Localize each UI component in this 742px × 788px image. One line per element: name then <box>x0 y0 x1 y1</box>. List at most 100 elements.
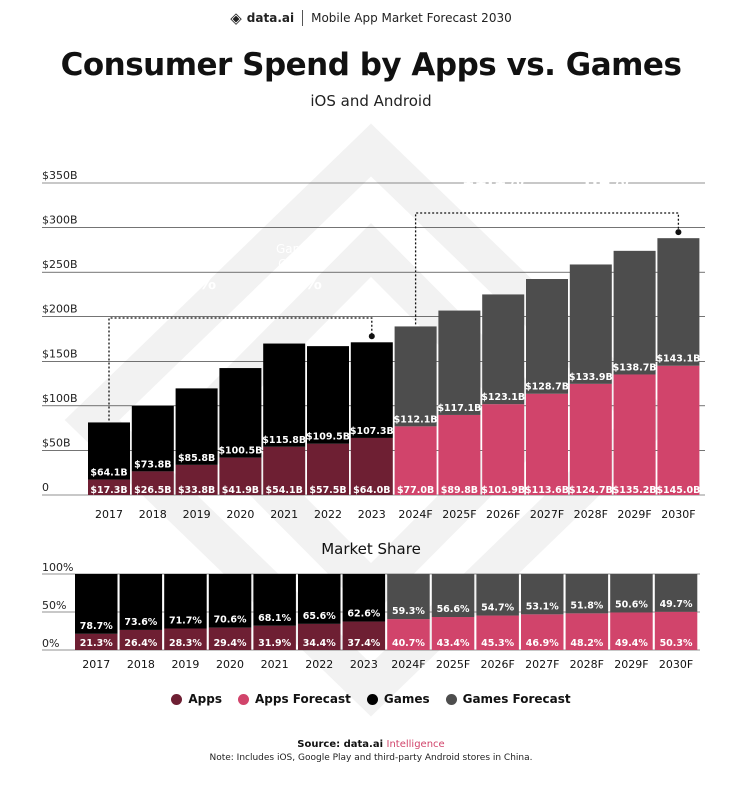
cagr-end-dot <box>368 333 375 340</box>
bar-apps <box>175 464 218 495</box>
legend-swatch <box>237 693 249 705</box>
bar-apps <box>350 437 393 495</box>
bar-games <box>394 326 437 427</box>
x-tick-label: 2024F <box>398 508 432 521</box>
apps-value-label: $145.0B <box>656 485 700 496</box>
source-text: Source: data.ai <box>297 739 384 750</box>
games-value-label: $109.5B <box>306 432 350 443</box>
apps-value-label: $54.1B <box>266 485 303 496</box>
bar-games <box>307 346 349 444</box>
games-value-label: $115.8B <box>262 435 306 446</box>
footnote: Note: Includes iOS, Google Play and thir… <box>209 753 533 763</box>
apps-value-label: $64.0B <box>353 485 390 496</box>
bar-games <box>263 343 306 447</box>
games-value-label: $138.7B <box>613 362 657 373</box>
legend-item-games: Games <box>366 692 430 706</box>
y-tick-label: 0 <box>42 481 49 494</box>
bar-apps <box>219 457 262 495</box>
x-tick-label: 2028F <box>574 508 608 521</box>
x-tick-label: 2022 <box>314 508 342 521</box>
apps-value-label: $124.7B <box>569 485 613 496</box>
bar-games <box>175 388 218 465</box>
chart-legend: Apps Apps Forecast Games Games Forecast <box>0 692 742 706</box>
bar-apps <box>88 479 130 495</box>
games-value-label: $107.3B <box>350 426 394 437</box>
report-name: Mobile App Market Forecast 2030 <box>311 11 512 25</box>
games-value-label: $143.1B <box>656 354 700 365</box>
legend-item-apps-forecast: Apps Forecast <box>237 692 351 706</box>
bar-games <box>350 342 393 438</box>
bar-apps <box>438 414 481 495</box>
diamond-logo-icon: ◈ <box>230 8 242 27</box>
badge-label: CAGR: <box>166 257 204 271</box>
badge-value: 24.4% <box>153 273 217 294</box>
games-value-label: $112.1B <box>394 414 438 425</box>
badge-value: 4.2% <box>579 169 629 190</box>
legend-swatch <box>171 693 183 705</box>
page-title: Consumer Spend by Apps vs. Games <box>60 47 682 83</box>
bar-apps <box>263 446 306 495</box>
games-value-label: $133.9B <box>569 372 613 383</box>
games-value-label: $100.5B <box>218 446 262 457</box>
bar-apps <box>569 383 612 495</box>
bar-apps <box>657 365 700 495</box>
y-tick-label: $250B <box>42 258 78 271</box>
badge-label: CAGR: <box>278 257 316 271</box>
x-tick-label: 2021 <box>270 508 298 521</box>
apps-value-label: $33.8B <box>178 485 215 496</box>
apps-value-label: $135.2B <box>613 485 657 496</box>
cagr-connector <box>108 317 373 421</box>
source-highlight: Intelligence <box>386 739 445 750</box>
badge-label: CAGR: <box>474 153 512 167</box>
legend-swatch <box>366 693 378 705</box>
apps-value-label: $77.0B <box>397 485 434 496</box>
x-tick-label: 2017 <box>95 508 123 521</box>
apps-value-label: $41.9B <box>222 485 259 496</box>
badge-value: 9.0% <box>272 273 322 294</box>
x-tick-label: 2018 <box>139 508 167 521</box>
bar-games <box>657 238 700 366</box>
apps-value-label: $113.6B <box>525 485 569 496</box>
spend-chart: 0 $50B $100B $150B $200B $250B $300B $350B $17.3… <box>42 169 705 521</box>
bar-apps <box>613 374 656 495</box>
bar-games <box>131 405 174 472</box>
games-value-label: $64.1B <box>90 468 127 479</box>
page-subtitle: iOS and Android <box>310 92 432 110</box>
games-value-label: $128.7B <box>525 382 569 393</box>
x-tick-label: 2020 <box>226 508 254 521</box>
x-tick-label: 2030F <box>661 508 695 521</box>
bar-games <box>526 279 568 394</box>
bar-apps <box>394 426 437 495</box>
legend-label: Apps Forecast <box>254 692 351 706</box>
bar-apps <box>482 404 525 495</box>
y-tick-label: $100B <box>42 392 78 405</box>
bar-games <box>88 422 130 480</box>
badge-label: Games <box>583 138 625 152</box>
y-tick-label: $350B <box>42 169 78 182</box>
report-header: ◈ data.ai Mobile App Market Forecast 203… <box>0 10 742 26</box>
apps-value-label: $89.8B <box>441 485 478 496</box>
apps-value-label: $101.9B <box>481 485 525 496</box>
x-tick-label: 2026F <box>486 508 520 521</box>
games-value-label: $117.1B <box>437 403 481 414</box>
header-divider <box>302 10 304 26</box>
x-tick-label: 2023 <box>358 508 386 521</box>
badge-label: Apps <box>478 138 508 152</box>
apps-value-label: $26.5B <box>134 485 171 496</box>
y-tick-label: $150B <box>42 347 78 360</box>
cagr-end-dot <box>675 229 682 236</box>
brand-name: data.ai <box>246 11 295 25</box>
x-tick-label: 2027F <box>530 508 564 521</box>
apps-cagr-badge-historic: Apps CAGR: 24.4% <box>138 222 232 316</box>
badge-label: Apps <box>170 242 200 256</box>
badge-value: 11.1% <box>461 169 525 190</box>
apps-value-label: $57.5B <box>309 485 346 496</box>
legend-label: Games Forecast <box>462 692 571 706</box>
brand-logo: ◈ data.ai <box>230 8 295 27</box>
bar-games <box>482 294 525 405</box>
bar-apps <box>526 393 568 495</box>
y-tick-label: $200B <box>42 303 78 316</box>
bar-games <box>613 250 656 375</box>
legend-swatch <box>445 693 457 705</box>
legend-label: Apps <box>188 692 222 706</box>
